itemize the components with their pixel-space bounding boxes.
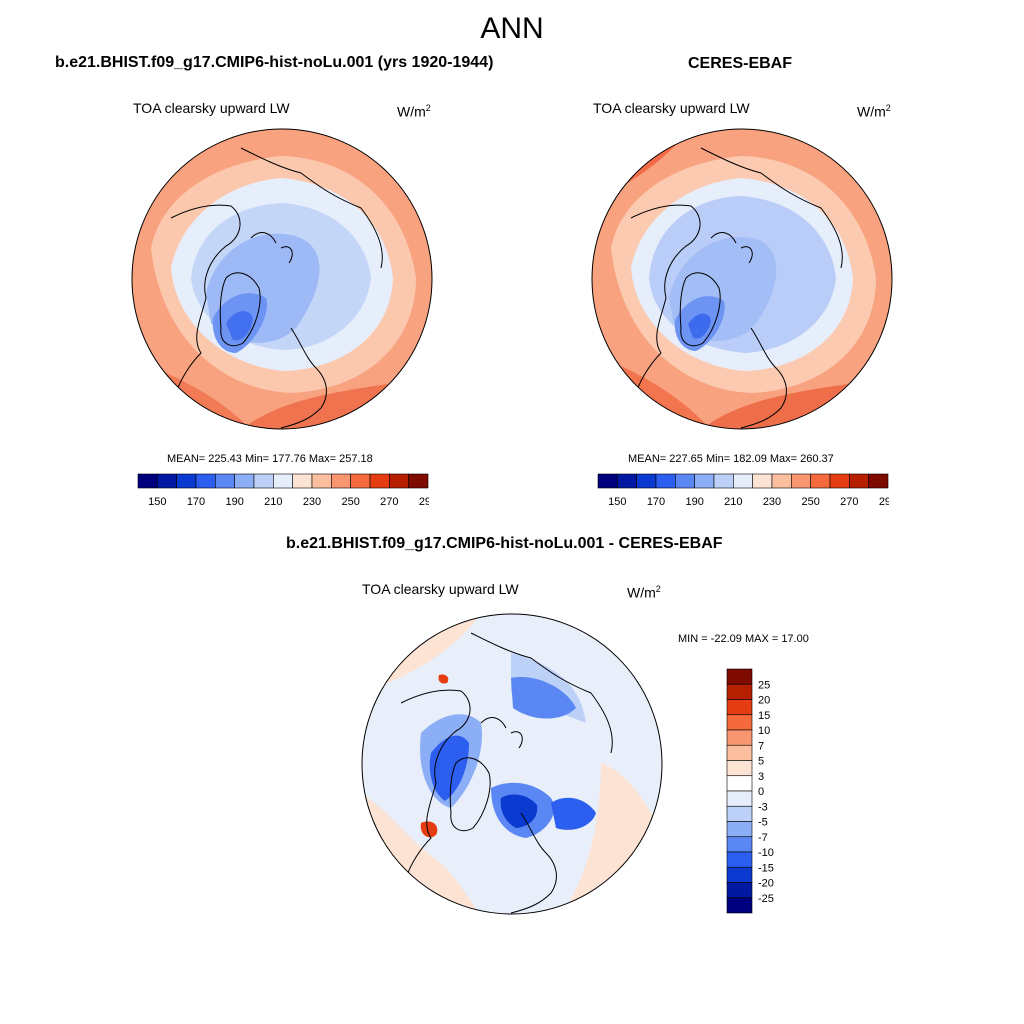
model-units-label: W/m2 — [397, 103, 431, 120]
obs-stats-label: MEAN= 227.65 Min= 182.09 Max= 260.37 — [628, 453, 834, 465]
model-colorbar-swatch — [157, 473, 177, 489]
model-colorbar-tick-label: 270 — [380, 496, 398, 508]
diff-colorbar-swatch — [726, 683, 753, 700]
diff-colorbar-tick-label: -5 — [758, 817, 768, 829]
obs-variable-label: TOA clearsky upward LW — [593, 100, 750, 116]
model-colorbar-tick-label: 190 — [225, 496, 243, 508]
obs-colorbar-swatch — [868, 473, 889, 489]
model-colorbar-tick-label: 250 — [341, 496, 359, 508]
diff-colorbar-swatch — [726, 805, 753, 822]
diff-colorbar-swatch — [726, 790, 753, 807]
model-colorbar-swatch — [408, 473, 429, 489]
model-colorbar-tick-label: 150 — [148, 496, 166, 508]
model-colorbar-swatch — [389, 473, 409, 489]
diff-colorbar-swatch — [726, 714, 753, 731]
diff-colorbar-tick-label: 20 — [758, 695, 770, 707]
obs-panel-title: CERES-EBAF — [688, 55, 793, 72]
model-colorbar-swatch — [311, 473, 332, 489]
obs-colorbar-tick-label: 230 — [763, 496, 781, 508]
obs-colorbar-tick-label: 250 — [801, 496, 819, 508]
obs-colorbar-swatch — [694, 473, 715, 489]
obs-colorbar-swatch — [771, 473, 792, 489]
obs-colorbar-swatch — [617, 473, 637, 489]
model-stats-label: MEAN= 225.43 Min= 177.76 Max= 257.18 — [167, 453, 373, 465]
model-colorbar: 150 170 190 210 230 250 270 290 — [137, 473, 429, 508]
obs-colorbar: 150 170 190 210 230 250 270 290 — [597, 473, 889, 508]
diff-colorbar: 25 20 15 10 7 5 3 0 -3 -5 -7 -10 -15 -20 -25 — [726, 668, 774, 914]
diff-stats-label: MIN = -22.09 MAX = 17.00 — [678, 633, 809, 645]
obs-colorbar-swatch — [849, 473, 869, 489]
diff-colorbar-swatch — [726, 851, 753, 868]
model-colorbar-tick-label: 290 — [419, 496, 429, 508]
model-colorbar-tick-label: 170 — [187, 496, 205, 508]
model-colorbar-swatch — [292, 473, 313, 489]
diff-polar-map — [361, 613, 663, 915]
diff-colorbar-swatch — [726, 699, 753, 716]
diff-colorbar-swatch — [726, 821, 753, 838]
model-colorbar-swatch — [195, 473, 216, 489]
diff-colorbar-swatch — [726, 668, 753, 685]
obs-colorbar-tick-label: 170 — [647, 496, 665, 508]
model-variable-label: TOA clearsky upward LW — [133, 100, 290, 116]
diff-colorbar-swatch — [726, 866, 753, 883]
obs-colorbar-swatch — [675, 473, 695, 489]
model-colorbar-swatch — [215, 473, 235, 489]
model-colorbar-swatch — [176, 473, 197, 489]
diff-units-label: W/m2 — [627, 584, 661, 601]
obs-colorbar-swatch — [713, 473, 734, 489]
obs-colorbar-swatch — [810, 473, 831, 489]
model-colorbar-swatch — [331, 473, 351, 489]
obs-colorbar-swatch — [733, 473, 753, 489]
model-colorbar-tick-label: 230 — [303, 496, 321, 508]
obs-colorbar-swatch — [829, 473, 850, 489]
obs-polar-map — [591, 128, 893, 430]
diff-colorbar-swatch — [726, 836, 753, 853]
diff-colorbar-tick-label: -20 — [758, 878, 774, 890]
model-colorbar-swatch — [137, 473, 158, 489]
diff-colorbar-tick-label: -15 — [758, 862, 774, 874]
diff-colorbar-swatch — [726, 729, 753, 746]
obs-colorbar-tick-label: 190 — [685, 496, 703, 508]
obs-colorbar-swatch — [655, 473, 676, 489]
diff-colorbar-tick-label: 3 — [758, 771, 764, 783]
model-colorbar-tick-label: 210 — [264, 496, 282, 508]
obs-colorbar-tick-label: 270 — [840, 496, 858, 508]
diff-colorbar-swatch — [726, 897, 753, 914]
obs-colorbar-swatch — [791, 473, 811, 489]
obs-colorbar-tick-label: 290 — [879, 496, 889, 508]
model-panel-title: b.e21.BHIST.f09_g17.CMIP6-hist-noLu.001 … — [55, 54, 494, 71]
diff-colorbar-tick-label: -10 — [758, 847, 774, 859]
diff-colorbar-tick-label: 5 — [758, 756, 764, 768]
diff-colorbar-tick-label: 15 — [758, 710, 770, 722]
obs-colorbar-swatch — [636, 473, 657, 489]
model-polar-map — [131, 128, 433, 430]
diff-colorbar-swatch — [726, 775, 753, 792]
model-colorbar-swatch — [273, 473, 293, 489]
diff-colorbar-swatch — [726, 882, 753, 899]
obs-colorbar-tick-label: 150 — [608, 496, 626, 508]
model-colorbar-swatch — [350, 473, 371, 489]
diff-panel-title: b.e21.BHIST.f09_g17.CMIP6-hist-noLu.001 … — [286, 535, 723, 552]
diff-colorbar-tick-label: 25 — [758, 679, 770, 691]
diff-colorbar-swatch — [726, 744, 753, 761]
model-colorbar-swatch — [369, 473, 390, 489]
diff-colorbar-tick-label: 7 — [758, 740, 764, 752]
model-colorbar-swatch — [234, 473, 255, 489]
obs-colorbar-swatch — [597, 473, 618, 489]
diff-colorbar-tick-label: -25 — [758, 893, 774, 905]
obs-units-label: W/m2 — [857, 103, 891, 120]
diff-colorbar-swatch — [726, 760, 753, 777]
model-colorbar-swatch — [253, 473, 274, 489]
diff-colorbar-tick-label: 10 — [758, 725, 770, 737]
season-title: ANN — [480, 12, 544, 45]
diff-variable-label: TOA clearsky upward LW — [362, 581, 519, 597]
diff-colorbar-tick-label: 0 — [758, 786, 764, 798]
diff-colorbar-tick-label: -7 — [758, 832, 768, 844]
diff-colorbar-tick-label: -3 — [758, 801, 768, 813]
obs-colorbar-tick-label: 210 — [724, 496, 742, 508]
obs-colorbar-swatch — [752, 473, 773, 489]
